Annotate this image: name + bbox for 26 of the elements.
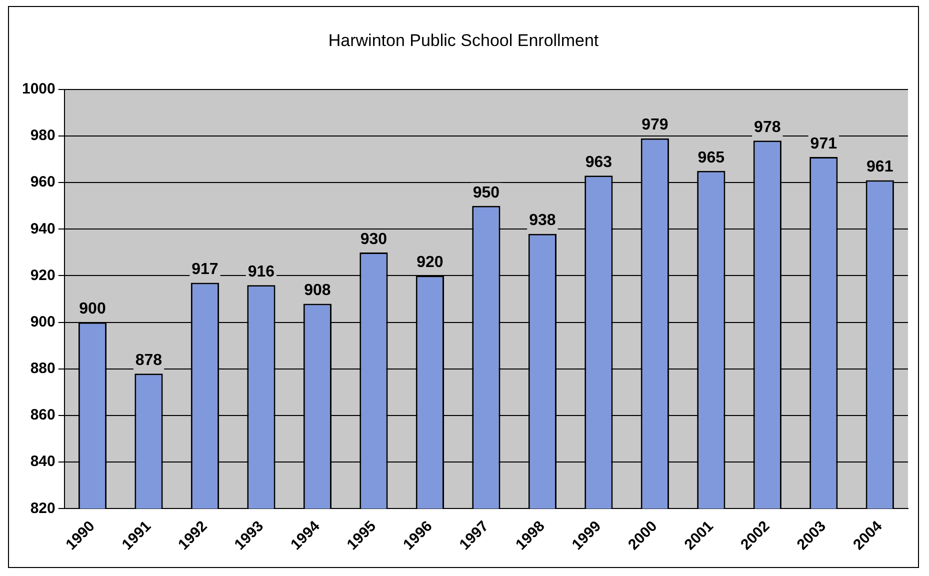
y-tick-label: 820 (30, 500, 56, 517)
data-label: 920 (416, 254, 444, 272)
data-label: 978 (754, 119, 781, 136)
data-label: 930 (360, 230, 388, 248)
y-tick-label: 980 (30, 127, 56, 144)
data-label: 917 (192, 261, 218, 278)
data-label: 878 (135, 352, 162, 369)
y-tick-label: 880 (30, 360, 56, 378)
data-label: 938 (529, 212, 556, 230)
chart-title: Harwinton Public School Enrollment (328, 30, 599, 50)
data-label: 908 (304, 282, 331, 300)
data-label: 900 (79, 300, 106, 318)
y-tick-label: 940 (30, 220, 56, 238)
y-tick-label: 1000 (22, 80, 56, 98)
y-tick-label: 840 (30, 453, 56, 470)
y-tick-label: 860 (30, 406, 56, 424)
y-tick-label: 900 (30, 313, 56, 330)
data-label: 971 (810, 135, 838, 152)
data-label: 979 (642, 116, 668, 134)
data-label: 916 (248, 263, 275, 280)
y-tick-label: 920 (30, 266, 56, 284)
data-label: 965 (698, 149, 725, 166)
data-label: 963 (585, 154, 612, 171)
data-label: 961 (866, 158, 894, 176)
y-tick-label: 960 (30, 174, 56, 191)
data-label: 950 (472, 184, 500, 202)
